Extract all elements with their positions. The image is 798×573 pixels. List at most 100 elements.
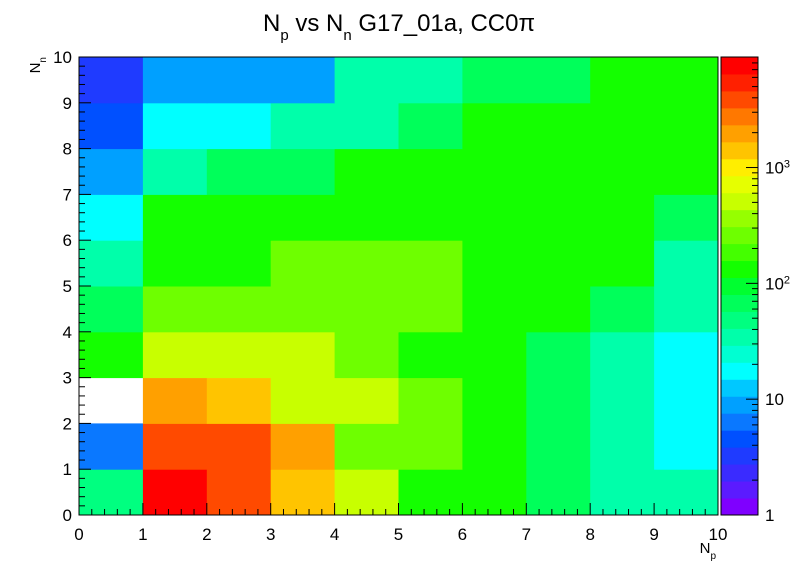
heatmap-cell bbox=[590, 102, 655, 150]
heatmap-cell bbox=[142, 240, 208, 287]
heatmap-cell bbox=[654, 102, 719, 150]
heatmap-cell bbox=[334, 331, 399, 379]
color-scale-label: 1 bbox=[765, 506, 774, 525]
x-tick-label: 8 bbox=[585, 525, 594, 544]
heatmap-cell bbox=[79, 423, 144, 470]
color-scale-segment bbox=[721, 311, 758, 329]
heatmap-cell bbox=[398, 469, 463, 516]
color-scale-segment bbox=[721, 107, 758, 126]
color-scale-segment bbox=[721, 345, 758, 363]
heatmap-cell bbox=[206, 286, 272, 333]
heatmap-cell bbox=[206, 102, 272, 150]
heatmap-cell bbox=[206, 469, 272, 516]
heatmap-cell bbox=[654, 57, 719, 104]
y-tick-label: 8 bbox=[63, 140, 72, 159]
color-scale-segment bbox=[721, 430, 758, 448]
heatmap-cell bbox=[334, 57, 399, 104]
x-tick-label: 0 bbox=[74, 525, 83, 544]
color-scale-segment bbox=[721, 124, 758, 143]
heatmap-cell bbox=[654, 286, 719, 333]
color-scale-segment bbox=[721, 277, 758, 295]
heatmap-cell bbox=[526, 331, 591, 379]
y-tick-label: 1 bbox=[63, 460, 72, 479]
heatmap-cell bbox=[590, 194, 655, 241]
color-scale-bar: 1 10 102 103 bbox=[720, 56, 790, 525]
y-tick-label: 10 bbox=[53, 48, 72, 67]
y-tick-label: 5 bbox=[63, 277, 72, 296]
x-tick-label: 4 bbox=[330, 525, 339, 544]
color-scale-label: 102 bbox=[765, 274, 790, 293]
heatmap-cell bbox=[590, 57, 655, 104]
heatmap-cell bbox=[398, 194, 463, 241]
heatmap-cell bbox=[398, 57, 463, 104]
color-scale-segment bbox=[721, 294, 758, 312]
y-tick-label: 2 bbox=[63, 414, 72, 433]
heatmap-cell bbox=[398, 240, 463, 287]
color-scale-segment bbox=[721, 73, 758, 92]
heatmap-cell bbox=[526, 469, 591, 516]
heatmap-cell bbox=[590, 423, 655, 470]
heatmap-cell bbox=[398, 423, 463, 470]
color-scale-segment bbox=[721, 192, 758, 211]
heatmap-cell bbox=[462, 148, 527, 195]
heatmap-cell bbox=[142, 331, 208, 379]
color-scale-segment bbox=[721, 447, 758, 465]
heatmap-cell bbox=[590, 331, 655, 379]
heatmap-cell bbox=[462, 423, 527, 470]
x-axis: 0 1 2 3 4 5 6 7 8 9 10 bbox=[74, 503, 727, 544]
heatmap-cell bbox=[142, 423, 208, 470]
heatmap-cell bbox=[79, 331, 144, 379]
x-axis-title: Np bbox=[700, 540, 717, 562]
heatmap-cell bbox=[398, 102, 463, 150]
heatmap-cell bbox=[334, 194, 399, 241]
color-scale-label: 103 bbox=[765, 159, 790, 178]
heatmap-cell bbox=[142, 57, 208, 104]
x-tick-label: 9 bbox=[649, 525, 658, 544]
y-tick-label: 3 bbox=[63, 369, 72, 388]
color-scale-segment bbox=[721, 243, 758, 262]
heatmap-cell bbox=[654, 377, 719, 424]
color-scale-segment bbox=[721, 158, 758, 177]
heatmap-cell bbox=[79, 194, 144, 241]
heatmap-cell bbox=[142, 377, 208, 424]
heatmap-cell bbox=[334, 102, 399, 150]
heatmap-cell bbox=[270, 102, 336, 150]
color-scale-segment bbox=[721, 413, 758, 431]
heatmap-cell bbox=[590, 148, 655, 195]
color-scale-segment bbox=[721, 260, 758, 279]
heatmap-cell bbox=[462, 331, 527, 379]
heatmap-cell bbox=[334, 240, 399, 287]
heatmap-cell bbox=[654, 240, 719, 287]
y-tick-label: 0 bbox=[63, 506, 72, 525]
heatmap-cell bbox=[462, 240, 527, 287]
heatmap-cell bbox=[270, 148, 336, 195]
heatmap-cell bbox=[526, 423, 591, 470]
heatmap-cell bbox=[270, 240, 336, 287]
heatmap-cell bbox=[462, 377, 527, 424]
color-scale-segment bbox=[721, 175, 758, 194]
color-scale-frame bbox=[720, 56, 759, 516]
heatmap-cell bbox=[206, 331, 272, 379]
heatmap-cell bbox=[526, 377, 591, 424]
heatmap-cell bbox=[654, 423, 719, 470]
heatmap-cell bbox=[270, 377, 336, 424]
heatmap-cell bbox=[270, 331, 336, 379]
heatmap-cell bbox=[526, 57, 591, 104]
heatmap-cell bbox=[462, 102, 527, 150]
heatmap-cell bbox=[79, 240, 144, 287]
heatmap-cell bbox=[334, 377, 399, 424]
chart-title: Np vs Nn G17_01a, CC0π bbox=[263, 10, 535, 44]
heatmap-cell bbox=[270, 286, 336, 333]
heatmap-cell bbox=[334, 423, 399, 470]
heatmap-cell bbox=[526, 194, 591, 241]
heatmap-cell bbox=[79, 469, 144, 516]
heatmap-cell bbox=[398, 331, 463, 379]
heatmap-cell bbox=[206, 423, 272, 470]
heatmap-cell bbox=[590, 377, 655, 424]
color-scale-segment bbox=[721, 226, 758, 245]
color-scale-segment bbox=[721, 498, 758, 516]
color-scale-segment bbox=[721, 57, 758, 75]
heatmap-cell bbox=[270, 423, 336, 470]
heatmap-cell bbox=[206, 377, 272, 424]
heatmap-cell bbox=[79, 57, 144, 104]
